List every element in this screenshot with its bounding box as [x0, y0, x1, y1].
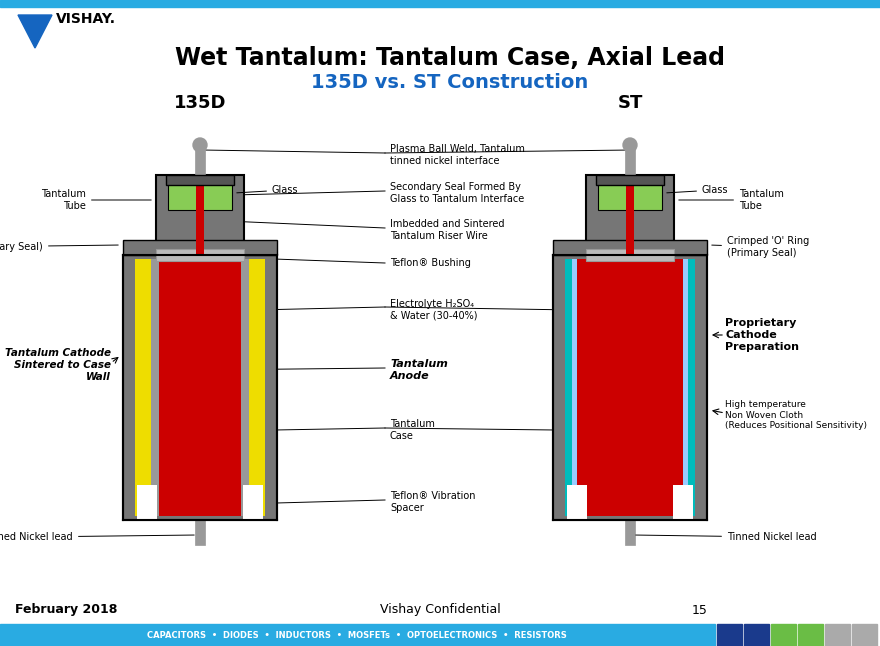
Bar — [572, 259, 577, 516]
Bar — [596, 175, 664, 185]
Text: Teflon® Bushing: Teflon® Bushing — [390, 258, 471, 268]
Bar — [673, 485, 693, 520]
Bar — [195, 520, 205, 545]
Text: 15: 15 — [692, 603, 708, 616]
Bar — [626, 175, 634, 255]
Bar — [241, 259, 249, 516]
Bar — [0, 624, 715, 646]
Bar — [135, 259, 151, 516]
Text: Electrolyte H₂SO₄
& Water (30-40%): Electrolyte H₂SO₄ & Water (30-40%) — [390, 299, 478, 321]
Text: 135D vs. ST Construction: 135D vs. ST Construction — [312, 72, 589, 92]
Circle shape — [193, 138, 207, 152]
Text: CAPACITORS  •  DIODES  •  INDUCTORS  •  MOSFETs  •  OPTOELECTRONICS  •  RESISTOR: CAPACITORS • DIODES • INDUCTORS • MOSFET… — [147, 630, 567, 640]
Circle shape — [623, 138, 637, 152]
Bar — [123, 255, 277, 520]
Text: Proprietary
Cathode
Preparation: Proprietary Cathode Preparation — [725, 318, 799, 351]
Text: Glass: Glass — [237, 185, 298, 195]
Text: Tinned Nickel lead: Tinned Nickel lead — [0, 532, 194, 542]
Text: Tantalum
Case: Tantalum Case — [390, 419, 435, 441]
Bar — [243, 485, 263, 520]
Text: 135D: 135D — [173, 94, 226, 112]
Bar — [166, 175, 234, 185]
Bar — [586, 175, 674, 255]
Text: High temperature
Non Woven Cloth
(Reduces Positional Sensitivity): High temperature Non Woven Cloth (Reduce… — [725, 400, 867, 430]
Text: Plasma Ball Weld, Tantalum
tinned nickel interface: Plasma Ball Weld, Tantalum tinned nickel… — [390, 144, 524, 166]
Bar — [159, 259, 241, 516]
Bar — [625, 520, 635, 545]
Bar — [852, 624, 877, 646]
Bar — [123, 240, 277, 255]
Bar — [598, 180, 662, 210]
Bar — [0, 0, 880, 7]
Bar — [567, 485, 587, 520]
Text: VISHAY.: VISHAY. — [56, 12, 116, 26]
Bar — [688, 259, 695, 516]
Text: Crimped 'O' Ring(Primary Seal): Crimped 'O' Ring(Primary Seal) — [0, 242, 118, 252]
Bar — [553, 255, 707, 520]
Bar — [717, 624, 742, 646]
Bar — [195, 145, 205, 175]
Bar — [744, 624, 769, 646]
Bar — [151, 259, 159, 516]
Text: Vishay Confidential: Vishay Confidential — [379, 603, 501, 616]
Polygon shape — [18, 15, 52, 48]
Bar — [625, 145, 635, 175]
Bar — [249, 259, 265, 516]
Text: ST: ST — [617, 94, 642, 112]
Text: Crimped 'O' Ring
(Primary Seal): Crimped 'O' Ring (Primary Seal) — [712, 236, 810, 258]
Bar — [577, 259, 683, 516]
Bar — [137, 485, 157, 520]
Text: Glass: Glass — [667, 185, 729, 195]
Bar — [565, 259, 695, 516]
Bar — [168, 180, 232, 210]
Bar — [586, 249, 674, 261]
Text: Tantalum
Tube: Tantalum Tube — [678, 189, 784, 211]
Text: Tantalum Cathode
Sintered to Case
Wall: Tantalum Cathode Sintered to Case Wall — [5, 348, 111, 382]
Bar — [553, 240, 707, 255]
Bar — [825, 624, 850, 646]
Text: Wet Tantalum: Tantalum Case, Axial Lead: Wet Tantalum: Tantalum Case, Axial Lead — [175, 46, 725, 70]
Bar — [771, 624, 796, 646]
Bar — [565, 259, 572, 516]
Text: Teflon® Vibration
Spacer: Teflon® Vibration Spacer — [390, 491, 475, 513]
Bar — [196, 175, 204, 255]
Bar — [683, 259, 688, 516]
Text: February 2018: February 2018 — [15, 603, 117, 616]
Bar — [798, 624, 823, 646]
Text: Tinned Nickel lead: Tinned Nickel lead — [635, 532, 817, 542]
Text: Imbedded and Sintered
Tantalum Riser Wire: Imbedded and Sintered Tantalum Riser Wir… — [390, 219, 504, 241]
Bar — [135, 259, 265, 516]
Text: Secondary Seal Formed By
Glass to Tantalum Interface: Secondary Seal Formed By Glass to Tantal… — [390, 182, 524, 203]
Text: Tantalum
Tube: Tantalum Tube — [41, 189, 151, 211]
Bar — [156, 175, 244, 255]
Bar — [156, 249, 244, 261]
Text: Tantalum
Anode: Tantalum Anode — [390, 359, 448, 380]
